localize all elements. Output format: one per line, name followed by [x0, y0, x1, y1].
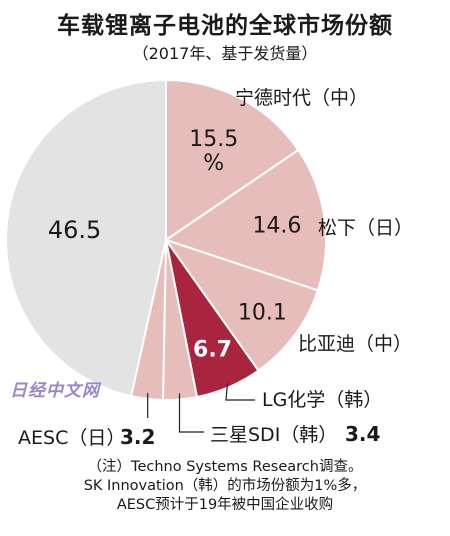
chart-subtitle: （2017年、基于发货量） — [132, 44, 318, 63]
slice-value-label: 10.1 — [238, 300, 287, 325]
pie-slice — [163, 238, 320, 373]
footnote: （注）Techno Systems Research调查。 SK Innovat… — [0, 458, 450, 515]
watermark-logo: 日经中文网 — [10, 381, 100, 401]
chart-title: 车载锂离子电池的全球市场份额 — [57, 13, 393, 39]
pie-slice — [5, 78, 167, 398]
slice-category-label: 三星SDI（韩） — [210, 424, 337, 446]
slice-category-label: 比亚迪（中） — [298, 333, 412, 355]
footnote-line: SK Innovation（韩）的市场份额为1%多， — [83, 478, 367, 494]
slice-category-label: LG化学（韩） — [262, 389, 382, 411]
footnote-line: （注）Techno Systems Research调查。 — [87, 459, 363, 475]
pie-slice — [165, 78, 300, 242]
slice-value-label: % — [203, 151, 224, 176]
slice-category-label: AESC（日） — [18, 427, 125, 449]
slice-value-label: 14.6 — [252, 214, 301, 239]
slice-value-label: 3.4 — [345, 422, 380, 446]
slice-value-label: 15.5 — [189, 127, 238, 152]
slice-value-label: 6.7 — [193, 337, 232, 362]
slice-category-label: 宁德时代（中） — [235, 87, 368, 109]
pie-slice — [163, 148, 327, 292]
slice-value-label: 46.5 — [48, 216, 101, 244]
slice-category-label: 松下（日） — [318, 217, 413, 239]
footnote-line: AESC预计于19年被中国企业收购 — [116, 497, 334, 513]
slice-value-label: 3.2 — [120, 425, 155, 449]
